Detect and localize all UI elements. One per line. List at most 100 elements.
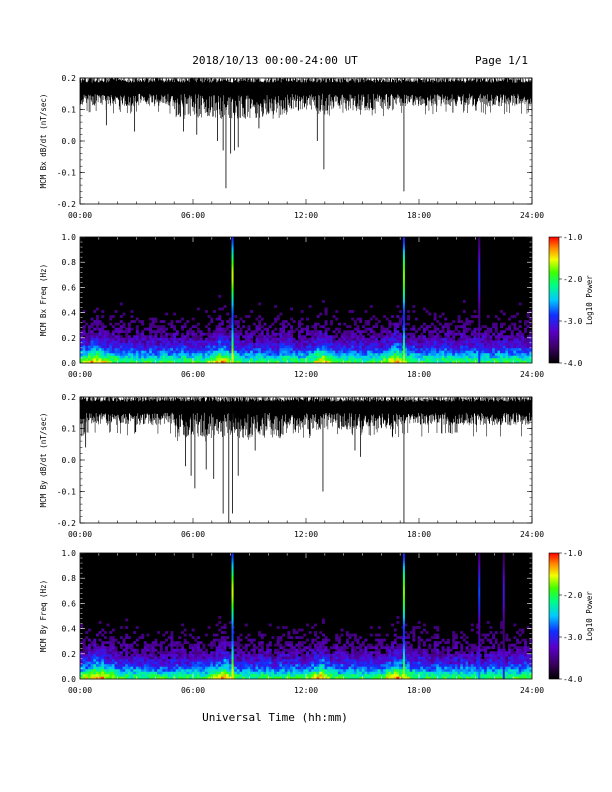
spectrogram-cell: [162, 352, 166, 356]
spectrogram-cell: [154, 653, 158, 657]
spectrogram-cell: [260, 648, 264, 652]
spectrogram-cell: [375, 345, 379, 349]
spectrogram-cell: [282, 666, 286, 670]
spectrogram-cell: [420, 332, 424, 336]
spectrogram-cell: [377, 360, 381, 364]
spectrogram-cell: [268, 337, 272, 341]
spectrogram-cell: [191, 355, 195, 359]
spectrogram-cell: [162, 342, 166, 346]
broadband-segment: [478, 239, 481, 243]
spectrogram-cell: [393, 648, 397, 652]
spectrogram-cell: [117, 335, 121, 339]
spectrogram-cell: [287, 641, 291, 645]
spectrogram-cell: [101, 656, 105, 660]
spectrogram-cell: [359, 661, 363, 665]
spectrogram-cell: [138, 671, 142, 675]
spectrogram-cell: [446, 360, 450, 364]
spectrogram-cell: [412, 337, 416, 341]
spectrogram-cell: [332, 666, 336, 670]
spectrogram-cell: [247, 315, 251, 318]
spectrogram-cell: [258, 653, 262, 657]
spectrogram-cell: [223, 668, 227, 672]
spectrogram-cell: [391, 663, 395, 667]
spectrogram-cell: [388, 648, 392, 652]
spectrogram-cell: [175, 345, 179, 349]
spectrogram-cell: [159, 320, 163, 323]
spectrogram-cell: [369, 345, 373, 349]
spectrogram-cell: [226, 658, 230, 662]
spectrogram-cell: [372, 661, 376, 665]
spectrogram-cell: [335, 643, 339, 647]
spectrogram-cell: [151, 641, 155, 645]
spectrogram-cell: [154, 661, 158, 665]
spectrogram-cell: [308, 347, 312, 351]
spectrogram-cell: [529, 337, 533, 341]
spectrogram-cell: [252, 332, 256, 336]
spectrogram-cell: [173, 327, 177, 331]
spectrogram-cell: [119, 658, 123, 662]
spectrogram-cell: [215, 638, 219, 642]
spectrogram-cell: [308, 673, 312, 677]
spectrogram-cell: [457, 332, 461, 336]
spectrogram-cell: [383, 653, 387, 657]
spectrogram-cell: [101, 658, 105, 662]
spectrogram-cell: [383, 671, 387, 675]
spectrogram-cell: [226, 327, 230, 331]
spectrogram-cell: [319, 312, 323, 316]
spectrogram-cell: [361, 340, 365, 344]
spectrogram-cell: [244, 658, 248, 662]
spectrogram-cell: [130, 345, 134, 349]
spectrogram-cell: [505, 347, 509, 351]
spectrogram-cell: [284, 666, 288, 670]
spectrogram-cell: [420, 663, 424, 667]
spectrogram-cell: [308, 357, 312, 361]
spectrogram-cell: [316, 661, 320, 665]
spectrogram-cell: [313, 350, 317, 354]
spectrogram-cell: [276, 355, 280, 359]
spectrogram-cell: [404, 668, 408, 672]
spectrogram-cell: [204, 337, 208, 341]
spectrogram-cell: [465, 330, 469, 334]
spectrogram-cell: [375, 661, 379, 665]
spectrogram-cell: [98, 666, 102, 670]
spectrogram-cell: [159, 671, 163, 675]
spectrogram-cell: [422, 340, 426, 344]
spectrogram-cell: [298, 325, 301, 329]
spectrogram-cell: [178, 668, 182, 672]
spectrogram-cell: [367, 668, 371, 672]
spectrogram-cell: [407, 342, 410, 346]
spectrogram-cell: [282, 671, 286, 675]
spectrogram-cell: [313, 666, 317, 670]
spectrogram-cell: [420, 342, 424, 346]
spectrogram-cell: [87, 355, 91, 359]
spectrogram-cell: [207, 668, 211, 672]
spectrogram-cell: [300, 666, 304, 670]
spectrogram-cell: [255, 663, 259, 667]
spectrogram-cell: [412, 305, 416, 308]
spectrogram-cell: [319, 332, 323, 336]
spectrogram-cell: [178, 345, 182, 349]
spectrogram-cell: [87, 666, 91, 670]
spectrogram-cell: [460, 347, 464, 351]
spectrogram-cell: [258, 302, 262, 306]
spectrogram-cell: [90, 355, 94, 359]
spectrogram-cell: [502, 340, 506, 344]
spectrogram-cell: [433, 325, 437, 329]
spectrogram-cell: [178, 360, 182, 364]
spectrogram-cell: [484, 355, 488, 359]
spectrogram-cell: [417, 626, 421, 629]
spectrogram-cell: [420, 656, 424, 660]
spectrogram-cell: [165, 345, 169, 349]
spectrogram-cell: [151, 656, 155, 660]
spectrogram-cell: [114, 337, 118, 341]
spectrogram-cell: [372, 360, 376, 364]
spectrogram-cell: [321, 342, 325, 346]
spectrogram-cell: [524, 327, 527, 331]
spectrogram-cell: [513, 345, 517, 349]
spectrogram-cell: [125, 663, 129, 667]
spectrogram-cell: [356, 638, 360, 642]
spectrogram-cell: [327, 337, 331, 341]
spectrogram-cell: [255, 646, 259, 650]
spectrogram-cell: [324, 636, 328, 639]
spectrogram-cell: [476, 337, 480, 341]
